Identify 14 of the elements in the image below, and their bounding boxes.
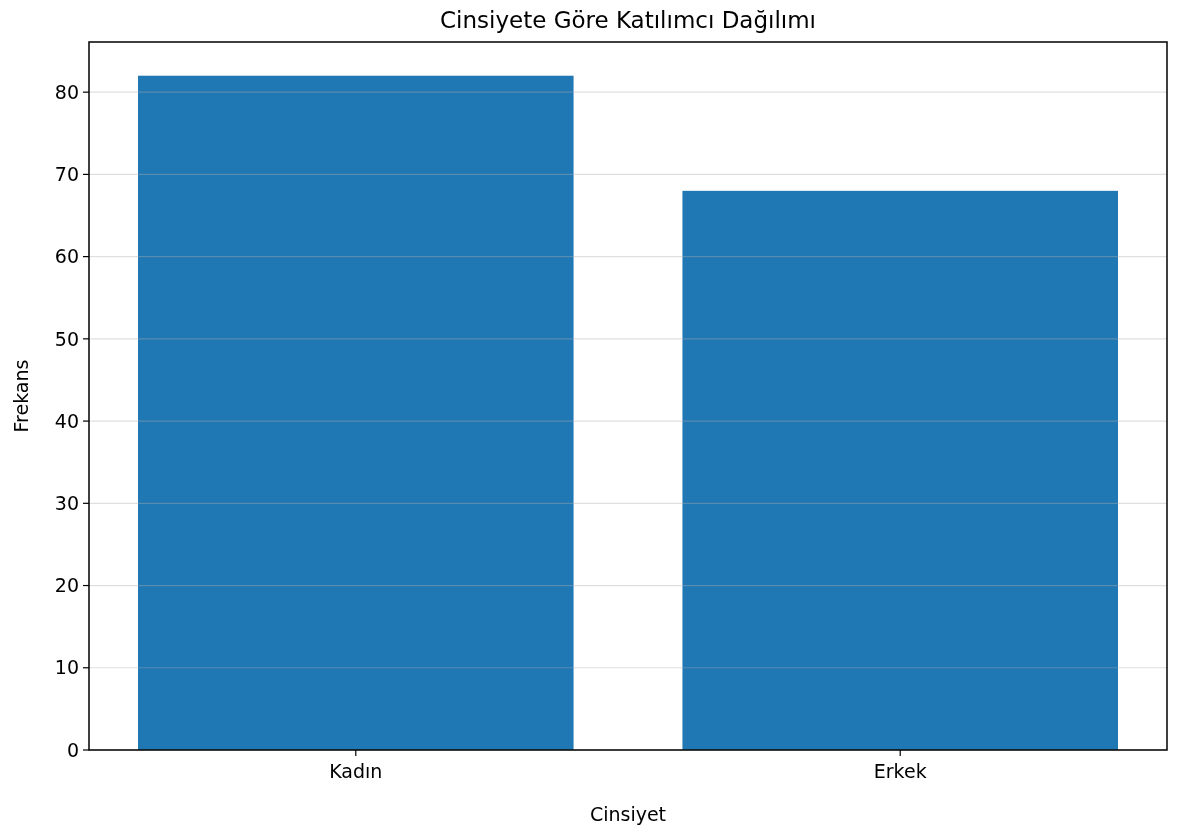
y-tick-label: 80 bbox=[54, 80, 79, 103]
x-tick-label: Erkek bbox=[873, 760, 927, 782]
y-tick-label: 20 bbox=[54, 574, 79, 597]
y-tick-label: 10 bbox=[54, 656, 79, 679]
y-tick-label: 60 bbox=[54, 245, 79, 268]
y-tick-label: 40 bbox=[54, 409, 79, 432]
y-tick-label: 30 bbox=[54, 491, 79, 514]
chart-title: Cinsiyete Göre Katılımcı Dağılımı bbox=[439, 7, 817, 33]
y-tick-label: 70 bbox=[54, 163, 79, 186]
x-tick-label: Kadın bbox=[329, 760, 383, 782]
x-axis-title: Cinsiyet bbox=[589, 803, 667, 825]
y-axis-title: Frekans bbox=[10, 359, 32, 433]
y-tick-label: 50 bbox=[54, 327, 79, 350]
y-tick-label: 0 bbox=[66, 738, 79, 761]
